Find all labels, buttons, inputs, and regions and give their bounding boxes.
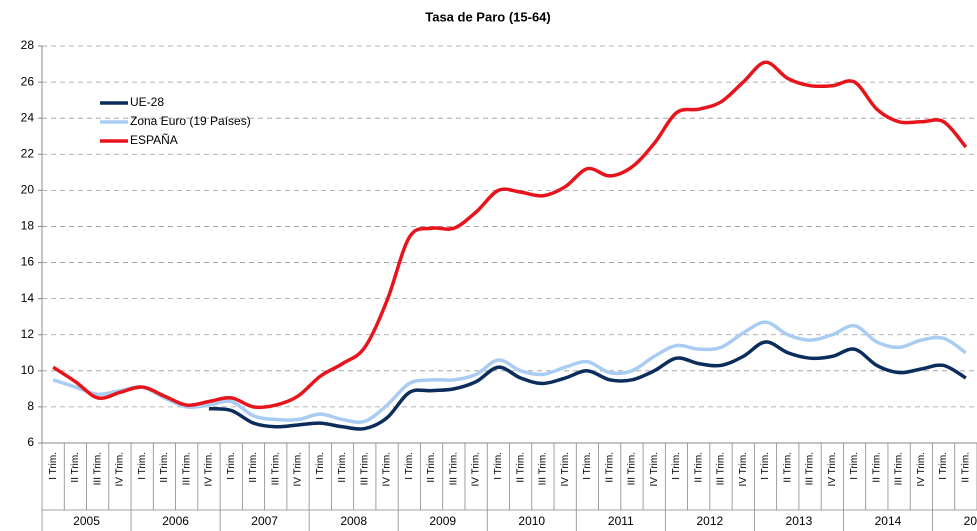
x-tick-label: III Trim. [448, 452, 459, 485]
x-tick-label: II Trim. [961, 452, 972, 483]
x-tick-label: II Trim. [693, 452, 704, 483]
legend-label: ESPAÑA [130, 133, 178, 147]
legend-label: UE-28 [130, 95, 164, 109]
x-tick-label: IV Trim. [916, 452, 927, 486]
x-group-label: 2008 [340, 514, 367, 528]
y-tick-label: 12 [21, 327, 35, 341]
y-tick-label: 28 [21, 38, 35, 52]
series-line [52, 60, 968, 410]
y-tick-label: 14 [21, 291, 35, 305]
x-tick-label: II Trim. [248, 452, 259, 483]
x-tick-label: III Trim. [716, 452, 727, 485]
y-tick-label: 6 [27, 435, 34, 449]
x-tick-label: IV Trim. [204, 452, 215, 486]
x-group-label: 2005 [73, 514, 100, 528]
x-tick-label: II Trim. [159, 452, 170, 483]
chart-title: Tasa de Paro (15-64) [425, 9, 550, 24]
x-tick-label: III Trim. [538, 452, 549, 485]
x-group-label: 2015 [964, 514, 977, 528]
x-group-label: 2009 [429, 514, 456, 528]
x-tick-label: IV Trim. [827, 452, 838, 486]
y-tick-label: 8 [27, 399, 34, 413]
x-tick-label: III Trim. [805, 452, 816, 485]
y-tick-label: 10 [21, 363, 35, 377]
x-tick-label: II Trim. [515, 452, 526, 483]
y-tick-label: 18 [21, 219, 35, 233]
x-tick-label: IV Trim. [382, 452, 393, 486]
x-tick-label: I Trim. [226, 452, 237, 480]
series-line [52, 320, 967, 424]
y-tick-label: 16 [21, 255, 35, 269]
x-tick-label: III Trim. [270, 452, 281, 485]
x-tick-label: I Trim. [404, 452, 415, 480]
x-tick-label: IV Trim. [560, 452, 571, 486]
x-group-label: 2012 [697, 514, 724, 528]
x-group-label: 2006 [162, 514, 189, 528]
x-tick-label: II Trim. [604, 452, 615, 483]
x-tick-label: I Trim. [671, 452, 682, 480]
y-tick-label: 22 [21, 146, 35, 160]
x-tick-label: I Trim. [137, 452, 148, 480]
x-tick-label: I Trim. [849, 452, 860, 480]
x-group-label: 2011 [608, 514, 634, 528]
x-tick-label: II Trim. [70, 452, 81, 483]
x-tick-label: I Trim. [760, 452, 771, 480]
x-tick-label: I Trim. [938, 452, 949, 480]
x-tick-label: IV Trim. [649, 452, 660, 486]
x-tick-label: IV Trim. [471, 452, 482, 486]
x-tick-label: I Trim. [493, 452, 504, 480]
x-tick-label: II Trim. [426, 452, 437, 483]
x-group-label: 2007 [251, 514, 278, 528]
legend-label: Zona Euro (19 Países) [130, 114, 251, 128]
x-tick-label: III Trim. [92, 452, 103, 485]
x-tick-label: I Trim. [48, 452, 59, 480]
x-group-label: 2014 [875, 514, 902, 528]
x-tick-label: III Trim. [181, 452, 192, 485]
x-tick-label: III Trim. [359, 452, 370, 485]
x-tick-label: IV Trim. [115, 452, 126, 486]
x-tick-label: IV Trim. [293, 452, 304, 486]
x-tick-label: II Trim. [782, 452, 793, 483]
x-tick-label: II Trim. [337, 452, 348, 483]
x-tick-label: IV Trim. [738, 452, 749, 486]
x-tick-label: III Trim. [894, 452, 905, 485]
x-tick-label: II Trim. [871, 452, 882, 483]
y-tick-label: 24 [21, 110, 35, 124]
series-line [208, 340, 967, 431]
x-tick-label: I Trim. [582, 452, 593, 480]
x-tick-label: I Trim. [315, 452, 326, 480]
x-tick-label: III Trim. [627, 452, 638, 485]
y-tick-label: 20 [21, 183, 35, 197]
x-group-label: 2010 [518, 514, 545, 528]
x-group-label: 2013 [786, 514, 813, 528]
y-tick-label: 26 [21, 74, 35, 88]
